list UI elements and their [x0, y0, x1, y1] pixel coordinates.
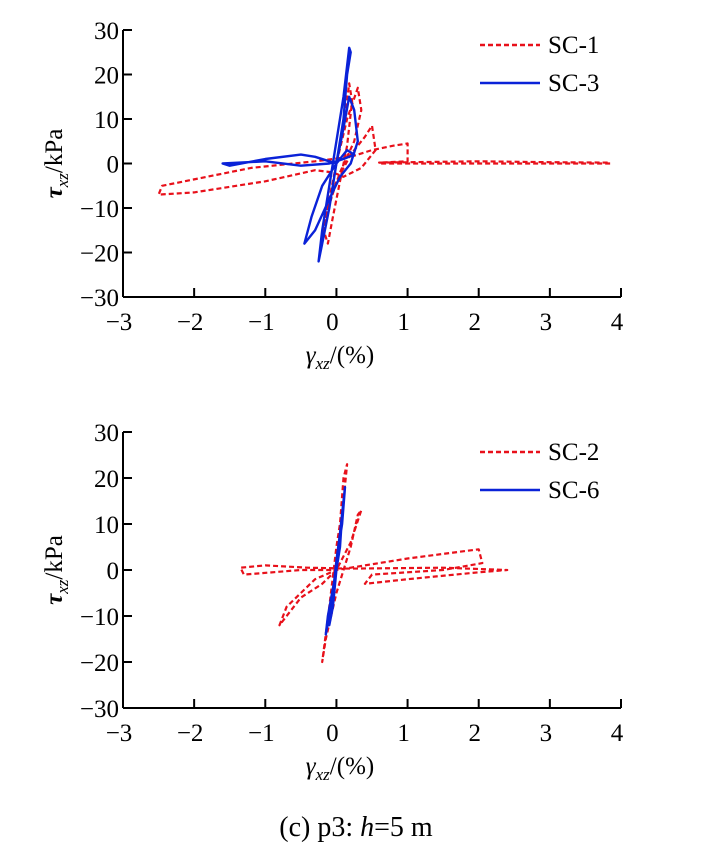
- y-axis-symbol: τ: [41, 593, 68, 605]
- x-axis-symbol: γ: [306, 753, 317, 780]
- x-axis-unit: /(%): [330, 342, 374, 369]
- figure-caption: (c) p3: h=5 m: [0, 812, 712, 844]
- y-tick-label: −10: [80, 604, 119, 631]
- y-tick-label: 0: [107, 558, 120, 585]
- x-tick-label: −1: [248, 309, 275, 336]
- legend-label-sc-3: SC-3: [548, 70, 599, 97]
- legend-label-sc-1: SC-1: [548, 32, 599, 59]
- y-tick-label: 30: [94, 18, 119, 45]
- caption-variable: h: [360, 812, 375, 843]
- x-axis-unit: /(%): [330, 753, 374, 780]
- y-axis-title: τxz/kPa: [41, 129, 72, 199]
- x-axis-symbol: γ: [306, 342, 317, 369]
- series-line-sc-3: [221, 46, 359, 263]
- x-tick-label: 3: [540, 720, 553, 747]
- x-axis-subscript: xz: [315, 354, 331, 373]
- x-tick-label: 4: [611, 720, 624, 747]
- x-tick-label: 1: [397, 309, 410, 336]
- y-axis-unit: /kPa: [41, 129, 68, 173]
- y-tick-label: 30: [94, 420, 119, 447]
- legend-label-sc-2: SC-2: [548, 439, 599, 466]
- series-line-sc-2: [239, 463, 509, 664]
- y-tick-label: −10: [80, 196, 119, 223]
- x-tick-label: 0: [326, 309, 339, 336]
- x-tick-label: −3: [106, 309, 133, 336]
- x-axis-subscript: xz: [315, 765, 331, 784]
- x-tick-label: −2: [177, 309, 204, 336]
- y-axis-symbol: τ: [41, 186, 68, 198]
- y-axis-title: τxz/kPa: [41, 535, 72, 605]
- x-tick-label: 0: [326, 720, 339, 747]
- y-tick-label: 0: [107, 152, 120, 179]
- x-tick-label: −1: [248, 720, 275, 747]
- x-tick-label: −3: [106, 720, 133, 747]
- y-tick-label: 20: [94, 466, 119, 493]
- y-axis-subscript: xz: [53, 173, 72, 189]
- legend-label-sc-6: SC-6: [548, 477, 599, 504]
- y-tick-label: 10: [94, 512, 119, 539]
- x-tick-label: −2: [177, 720, 204, 747]
- y-axis-unit: /kPa: [41, 535, 68, 579]
- y-tick-label: −20: [80, 241, 119, 268]
- x-axis-title: γxz/(%): [306, 342, 374, 373]
- y-tick-label: 10: [94, 107, 119, 134]
- x-tick-label: 2: [468, 720, 481, 747]
- y-tick-label: −30: [80, 285, 119, 312]
- x-tick-label: 3: [540, 309, 553, 336]
- caption-suffix: =5 m: [374, 812, 433, 843]
- y-tick-label: −20: [80, 650, 119, 677]
- y-tick-label: −30: [80, 696, 119, 723]
- series-line-sc-6: [324, 486, 347, 636]
- x-tick-label: 2: [468, 309, 481, 336]
- y-axis-subscript: xz: [53, 579, 72, 595]
- x-tick-label: 4: [611, 309, 624, 336]
- y-tick-label: 20: [94, 63, 119, 90]
- caption-prefix: (c) p3:: [279, 812, 361, 843]
- series-line-sc-1: [157, 82, 612, 245]
- x-axis-title: γxz/(%): [306, 753, 374, 784]
- x-tick-label: 1: [397, 720, 410, 747]
